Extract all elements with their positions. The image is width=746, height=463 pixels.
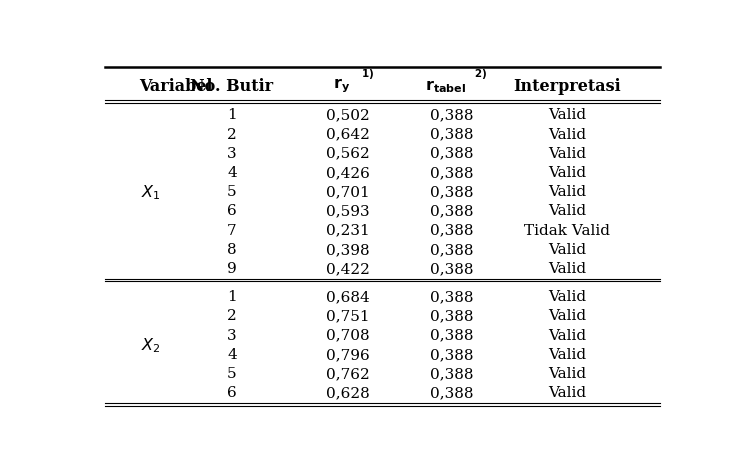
Text: 1: 1 bbox=[227, 108, 237, 122]
Text: 0,751: 0,751 bbox=[326, 309, 369, 323]
Text: 0,426: 0,426 bbox=[326, 166, 369, 180]
Text: 0,388: 0,388 bbox=[430, 108, 474, 122]
Text: 0,388: 0,388 bbox=[430, 204, 474, 218]
Text: 0,231: 0,231 bbox=[326, 223, 369, 237]
Text: 0,388: 0,388 bbox=[430, 290, 474, 304]
Text: Interpretasi: Interpretasi bbox=[513, 77, 621, 94]
Text: 8: 8 bbox=[228, 242, 236, 257]
Text: 5: 5 bbox=[228, 185, 236, 199]
Text: Valid: Valid bbox=[548, 185, 586, 199]
Text: No. Butir: No. Butir bbox=[190, 77, 274, 94]
Text: Valid: Valid bbox=[548, 242, 586, 257]
Text: Valid: Valid bbox=[548, 108, 586, 122]
Text: 0,422: 0,422 bbox=[326, 262, 369, 275]
Text: Valid: Valid bbox=[548, 127, 586, 141]
Text: 0,628: 0,628 bbox=[326, 386, 369, 400]
Text: 6: 6 bbox=[227, 204, 237, 218]
Text: 2: 2 bbox=[227, 309, 237, 323]
Text: Valid: Valid bbox=[548, 386, 586, 400]
Text: $X_{1}$: $X_{1}$ bbox=[141, 182, 161, 201]
Text: Valid: Valid bbox=[548, 204, 586, 218]
Text: 0,388: 0,388 bbox=[430, 386, 474, 400]
Text: 0,684: 0,684 bbox=[326, 290, 369, 304]
Text: 0,593: 0,593 bbox=[326, 204, 369, 218]
Text: Valid: Valid bbox=[548, 309, 586, 323]
Text: 1: 1 bbox=[227, 290, 237, 304]
Text: Valid: Valid bbox=[548, 290, 586, 304]
Text: 0,708: 0,708 bbox=[326, 328, 369, 342]
Text: 0,388: 0,388 bbox=[430, 223, 474, 237]
Text: 0,502: 0,502 bbox=[326, 108, 369, 122]
Text: 0,388: 0,388 bbox=[430, 366, 474, 380]
Text: 0,388: 0,388 bbox=[430, 127, 474, 141]
Text: 0,388: 0,388 bbox=[430, 242, 474, 257]
Text: Valid: Valid bbox=[548, 146, 586, 160]
Text: 0,388: 0,388 bbox=[430, 347, 474, 361]
Text: 2: 2 bbox=[227, 127, 237, 141]
Text: 9: 9 bbox=[227, 262, 237, 275]
Text: 0,388: 0,388 bbox=[430, 166, 474, 180]
Text: 4: 4 bbox=[227, 347, 237, 361]
Text: 0,388: 0,388 bbox=[430, 309, 474, 323]
Text: 3: 3 bbox=[228, 328, 236, 342]
Text: 0,796: 0,796 bbox=[326, 347, 369, 361]
Text: 0,642: 0,642 bbox=[326, 127, 369, 141]
Text: $\mathbf{^{2)}}$: $\mathbf{^{2)}}$ bbox=[474, 71, 487, 85]
Text: $\mathbf{r_y}$: $\mathbf{r_y}$ bbox=[333, 76, 351, 95]
Text: Variabel: Variabel bbox=[140, 77, 213, 94]
Text: 0,762: 0,762 bbox=[326, 366, 369, 380]
Text: Valid: Valid bbox=[548, 166, 586, 180]
Text: 0,388: 0,388 bbox=[430, 328, 474, 342]
Text: 5: 5 bbox=[228, 366, 236, 380]
Text: 3: 3 bbox=[228, 146, 236, 160]
Text: 4: 4 bbox=[227, 166, 237, 180]
Text: $\mathbf{r_{tabel}}$: $\mathbf{r_{tabel}}$ bbox=[425, 77, 467, 94]
Text: $X_{2}$: $X_{2}$ bbox=[141, 335, 161, 354]
Text: 0,388: 0,388 bbox=[430, 262, 474, 275]
Text: 0,388: 0,388 bbox=[430, 146, 474, 160]
Text: 0,701: 0,701 bbox=[326, 185, 369, 199]
Text: Valid: Valid bbox=[548, 328, 586, 342]
Text: 0,388: 0,388 bbox=[430, 185, 474, 199]
Text: 0,398: 0,398 bbox=[326, 242, 369, 257]
Text: 6: 6 bbox=[227, 386, 237, 400]
Text: $\mathbf{^{1)}}$: $\mathbf{^{1)}}$ bbox=[361, 71, 374, 85]
Text: 7: 7 bbox=[228, 223, 236, 237]
Text: Valid: Valid bbox=[548, 366, 586, 380]
Text: Valid: Valid bbox=[548, 262, 586, 275]
Text: Valid: Valid bbox=[548, 347, 586, 361]
Text: Tidak Valid: Tidak Valid bbox=[524, 223, 610, 237]
Text: 0,562: 0,562 bbox=[326, 146, 369, 160]
